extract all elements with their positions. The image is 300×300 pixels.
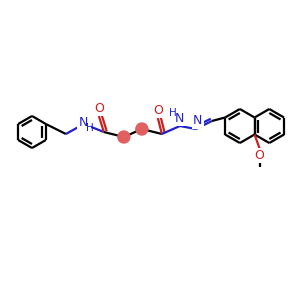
Text: N: N [79,116,88,130]
Text: H: H [86,123,94,133]
Text: O: O [94,101,104,115]
Circle shape [136,123,148,135]
Circle shape [118,131,130,143]
Text: O: O [255,149,265,162]
Text: N: N [175,112,184,124]
Text: O: O [153,103,163,116]
Text: H: H [169,108,177,118]
Text: N: N [193,115,203,128]
